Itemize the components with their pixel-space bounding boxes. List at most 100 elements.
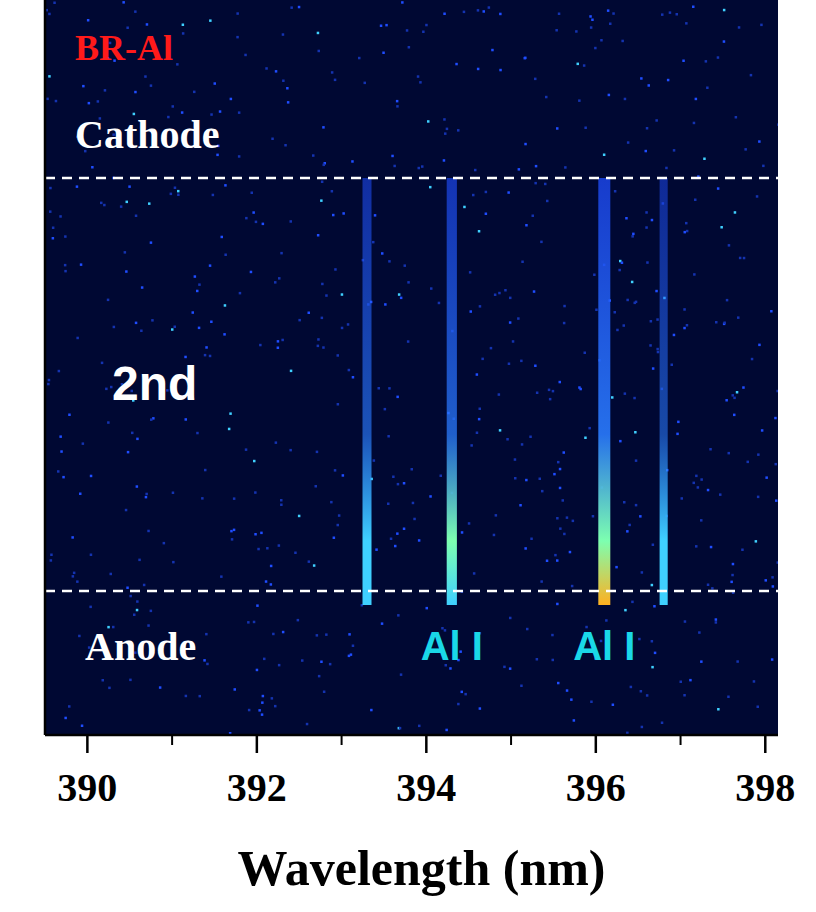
noise-speck <box>566 689 569 692</box>
noise-speck <box>652 367 655 370</box>
boundary-label: Cathode <box>75 112 219 157</box>
noise-speck <box>140 330 143 333</box>
noise-speck <box>555 29 558 32</box>
noise-speck <box>387 503 390 506</box>
noise-speck <box>209 264 212 267</box>
noise-speck <box>461 531 464 534</box>
noise-speck <box>685 222 688 225</box>
noise-speck <box>529 436 532 439</box>
noise-speck <box>695 98 698 101</box>
noise-speck <box>578 99 581 102</box>
noise-speck <box>579 388 582 391</box>
noise-speck <box>391 155 394 158</box>
noise-speck <box>427 120 430 123</box>
noise-speck <box>52 227 55 230</box>
boundary-line <box>45 590 778 593</box>
noise-speck <box>352 645 355 648</box>
noise-speck <box>245 448 248 451</box>
noise-speck <box>509 617 512 620</box>
noise-speck <box>461 691 464 694</box>
noise-speck <box>201 497 204 500</box>
noise-speck <box>774 417 777 420</box>
noise-speck <box>261 713 264 716</box>
x-tick <box>764 735 767 753</box>
noise-speck <box>651 666 654 669</box>
noise-speck <box>308 560 311 563</box>
noise-speck <box>534 365 537 368</box>
noise-speck <box>440 475 443 478</box>
noise-speck <box>245 217 248 220</box>
noise-speck <box>289 449 292 452</box>
noise-speck <box>727 696 730 699</box>
noise-speck <box>306 723 309 726</box>
noise-speck <box>682 60 685 63</box>
noise-speck <box>481 358 484 361</box>
noise-speck <box>640 77 643 80</box>
noise-speck <box>541 490 544 493</box>
noise-speck <box>669 11 672 14</box>
noise-speck <box>150 418 153 421</box>
noise-speck <box>689 679 692 682</box>
noise-speck <box>635 504 638 507</box>
noise-speck <box>605 619 608 622</box>
noise-speck <box>253 460 256 463</box>
noise-speck <box>624 98 627 101</box>
noise-speck <box>588 427 591 430</box>
noise-speck <box>494 294 497 297</box>
noise-speck <box>401 1 404 4</box>
noise-speck <box>683 308 686 311</box>
noise-speck <box>318 675 321 678</box>
noise-speck <box>209 355 212 358</box>
noise-speck <box>260 532 263 535</box>
noise-speck <box>717 56 720 59</box>
noise-speck <box>101 362 104 365</box>
noise-speck <box>316 634 319 637</box>
noise-speck <box>503 666 506 669</box>
boundary-label: Anode <box>85 624 196 669</box>
noise-speck <box>348 369 351 372</box>
noise-speck <box>385 24 388 27</box>
noise-speck <box>294 552 297 555</box>
noise-speck <box>55 100 58 103</box>
noise-speck <box>135 215 138 218</box>
noise-speck <box>715 621 718 624</box>
noise-speck <box>413 518 416 521</box>
noise-speck <box>278 544 281 547</box>
noise-speck <box>625 217 628 220</box>
noise-speck <box>477 9 480 12</box>
noise-speck <box>265 580 268 583</box>
noise-speck <box>545 96 548 99</box>
noise-speck <box>552 659 555 662</box>
noise-speck <box>594 47 597 50</box>
noise-speck <box>129 595 132 598</box>
noise-speck <box>512 340 515 343</box>
noise-speck <box>192 311 195 314</box>
noise-speck <box>521 261 524 264</box>
noise-speck <box>381 622 384 625</box>
noise-speck <box>234 688 237 691</box>
noise-speck <box>645 211 648 214</box>
noise-speck <box>429 495 432 498</box>
noise-speck <box>270 583 273 586</box>
noise-speck <box>549 398 552 401</box>
boundary-line <box>45 177 778 180</box>
noise-speck <box>64 264 67 267</box>
noise-speck <box>322 126 325 129</box>
noise-speck <box>199 695 202 698</box>
noise-speck <box>608 94 611 97</box>
noise-speck <box>144 75 147 78</box>
noise-speck <box>176 63 179 66</box>
noise-speck <box>703 158 706 161</box>
noise-speck <box>695 545 698 548</box>
noise-speck <box>394 545 397 548</box>
noise-speck <box>535 165 538 168</box>
noise-speck <box>479 305 482 308</box>
noise-speck <box>400 297 403 300</box>
noise-speck <box>525 224 528 227</box>
noise-speck <box>734 211 737 214</box>
noise-speck <box>64 717 67 720</box>
noise-speck <box>224 184 227 187</box>
noise-speck <box>73 572 76 575</box>
noise-speck <box>556 127 559 130</box>
noise-speck <box>472 194 475 197</box>
